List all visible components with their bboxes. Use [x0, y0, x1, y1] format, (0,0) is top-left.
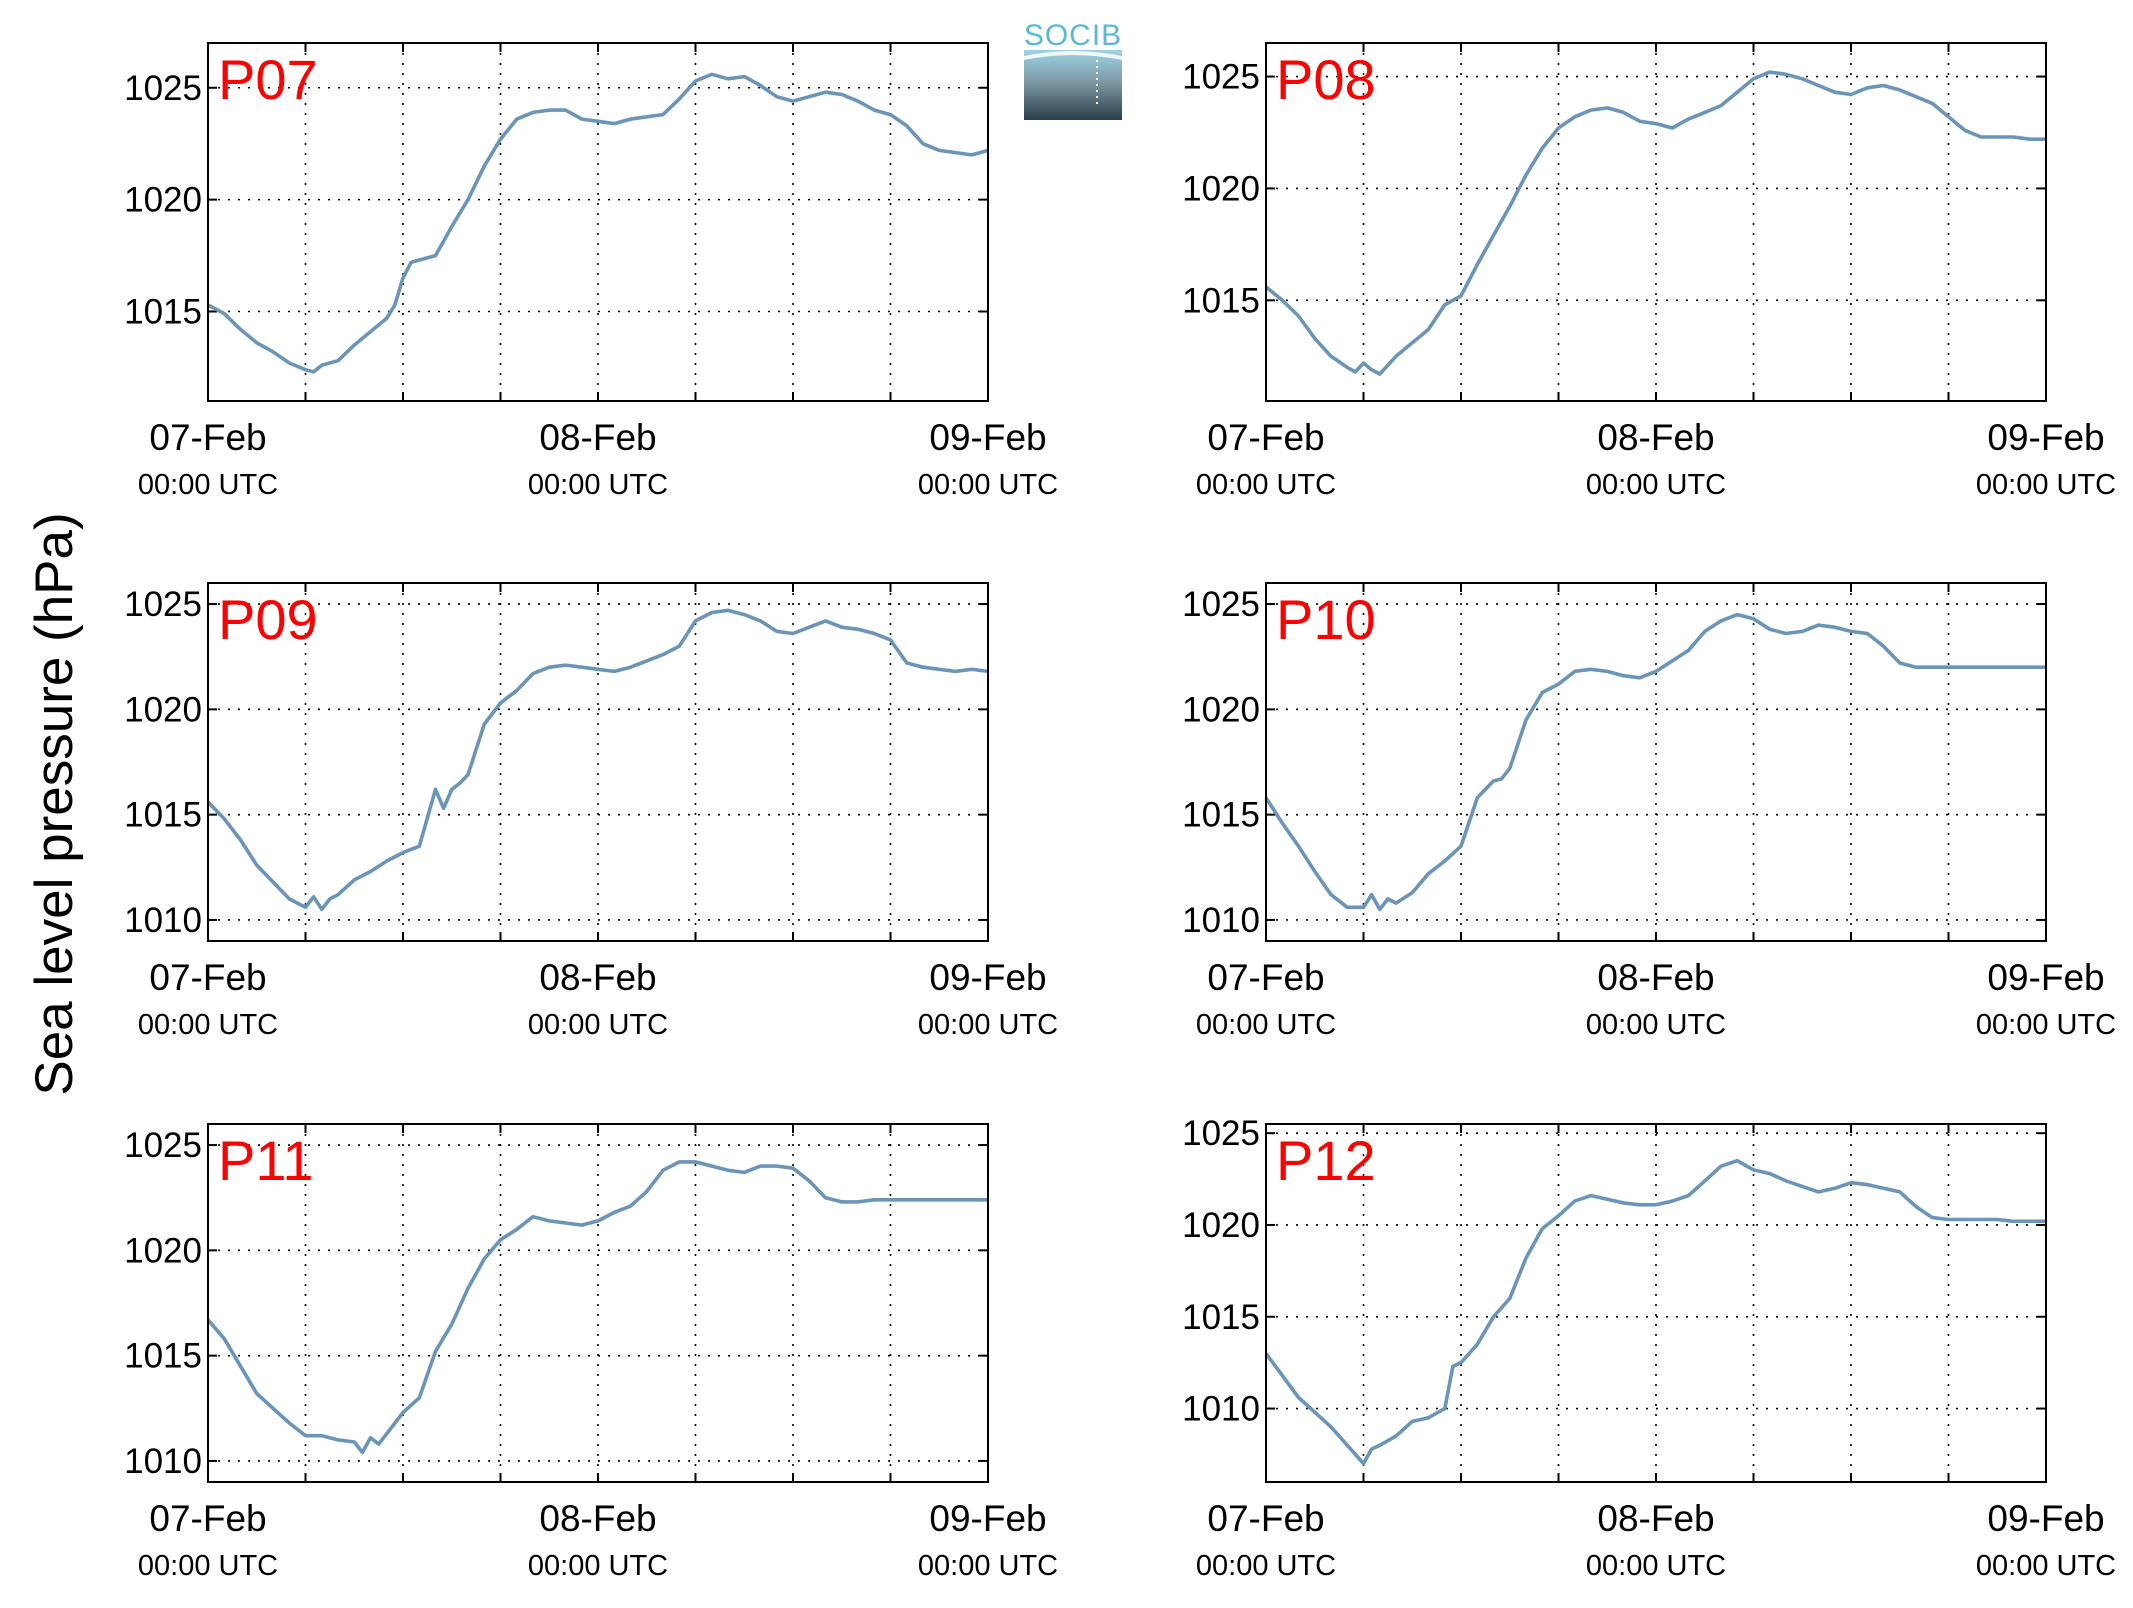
- x-tick-label-date: 07-Feb: [149, 417, 266, 458]
- x-tick-label-date: 08-Feb: [1597, 417, 1714, 458]
- axes-frame: [1265, 582, 2047, 942]
- x-tick-label-time: 00:00 UTC: [138, 1550, 278, 1582]
- x-tick-label-date: 09-Feb: [929, 957, 1046, 998]
- panel-p08: 1015 1020 1025 P08 07-Feb 00:00 UTC 08-Feb 00:0…: [1182, 42, 2116, 501]
- x-tick-label-time: 00:00 UTC: [138, 469, 278, 501]
- x-tick-label-time: 00:00 UTC: [1196, 1550, 1336, 1582]
- x-tick-label-time: 00:00 UTC: [528, 1009, 668, 1041]
- panel-label: P10: [1276, 588, 1376, 651]
- y-tick-label: 1010: [1182, 901, 1260, 940]
- x-tick-label-date: 07-Feb: [149, 957, 266, 998]
- x-tick-label-time: 00:00 UTC: [528, 469, 668, 501]
- y-tick-label: 1015: [124, 1337, 202, 1376]
- axes-frame: [1265, 42, 2047, 402]
- y-tick-label: 1010: [1182, 1390, 1260, 1429]
- logo-block: [1024, 50, 1122, 120]
- y-tick-label: 1020: [124, 181, 202, 220]
- pressure-line: [1264, 612, 2046, 912]
- axes-frame: [1265, 1123, 2047, 1483]
- x-tick-label-date: 09-Feb: [1987, 1498, 2104, 1539]
- y-tick-label: 1025: [124, 1126, 202, 1165]
- x-tick-label-time: 00:00 UTC: [918, 469, 1058, 501]
- x-tick-label-date: 07-Feb: [149, 1498, 266, 1539]
- x-tick-label-date: 08-Feb: [1597, 1498, 1714, 1539]
- x-tick-label-time: 00:00 UTC: [1196, 1009, 1336, 1041]
- x-tick-label-date: 07-Feb: [1207, 957, 1324, 998]
- axes-frame: [207, 42, 989, 402]
- y-tick-label: 1015: [124, 796, 202, 835]
- y-tick-label: 1020: [1182, 690, 1260, 729]
- pressure-line: [1264, 70, 2046, 376]
- y-tick-label: 1010: [124, 1442, 202, 1481]
- y-tick-label: 1025: [1182, 1114, 1260, 1153]
- x-tick-label-time: 00:00 UTC: [528, 1550, 668, 1582]
- panel-p12: 1010 1015 1020 1025 P12 07-Feb 00:00 UTC 08-Feb…: [1182, 1114, 2116, 1582]
- x-tick-label-time: 00:00 UTC: [1976, 469, 2116, 501]
- socib-logo: SOCIB: [1024, 19, 1122, 120]
- y-tick-label: 1020: [1182, 1206, 1260, 1245]
- panel-label: P09: [218, 588, 318, 651]
- x-tick-label-time: 00:00 UTC: [1586, 1550, 1726, 1582]
- x-tick-label-date: 08-Feb: [539, 957, 656, 998]
- y-tick-label: 1025: [1182, 58, 1260, 97]
- logo-wave: [1024, 51, 1122, 60]
- panel-label: P08: [1276, 48, 1376, 111]
- panels: 1015 1020 1025 P07 07-Feb 00:00 UTC 08-Feb 00:0…: [124, 42, 2116, 1582]
- panel-p10: 1010 1015 1020 1025 P10 07-Feb 00:00 UTC 08-Feb…: [1182, 582, 2116, 1041]
- x-tick-label-date: 08-Feb: [539, 417, 656, 458]
- x-tick-label-date: 09-Feb: [1987, 417, 2104, 458]
- x-tick-label-date: 09-Feb: [1987, 957, 2104, 998]
- axes-frame: [207, 582, 989, 942]
- panel-p09: 1010 1015 1020 1025 P09 07-Feb 00:00 UTC 08-Feb…: [124, 582, 1058, 1041]
- y-tick-label: 1020: [124, 1231, 202, 1270]
- y-tick-label: 1020: [1182, 169, 1260, 208]
- x-tick-label-time: 00:00 UTC: [1976, 1009, 2116, 1041]
- x-tick-label-date: 08-Feb: [1597, 957, 1714, 998]
- y-tick-label: 1020: [124, 690, 202, 729]
- y-tick-label: 1015: [1182, 796, 1260, 835]
- pressure-line: [1264, 1158, 2046, 1466]
- panel-label: P12: [1276, 1129, 1376, 1192]
- pressure-line: [206, 1160, 988, 1455]
- y-tick-label: 1015: [124, 293, 202, 332]
- x-tick-label-time: 00:00 UTC: [1586, 1009, 1726, 1041]
- x-tick-label-date: 09-Feb: [929, 1498, 1046, 1539]
- x-tick-label-date: 07-Feb: [1207, 417, 1324, 458]
- pressure-line: [206, 608, 989, 912]
- x-tick-label-time: 00:00 UTC: [1196, 469, 1336, 501]
- x-tick-label-date: 07-Feb: [1207, 1498, 1324, 1539]
- logo-text: SOCIB: [1024, 19, 1122, 52]
- y-tick-label: 1010: [124, 901, 202, 940]
- panel-p07: 1015 1020 1025 P07 07-Feb 00:00 UTC 08-Feb 00:0…: [124, 42, 1058, 501]
- y-tick-label: 1015: [1182, 1298, 1260, 1337]
- x-tick-label-time: 00:00 UTC: [918, 1009, 1058, 1041]
- x-tick-label-date: 08-Feb: [539, 1498, 656, 1539]
- x-tick-label-time: 00:00 UTC: [918, 1550, 1058, 1582]
- y-tick-label: 1025: [124, 69, 202, 108]
- panel-p11: 1010 1015 1020 1025 P11 07-Feb 00:00 UTC 08-Feb…: [124, 1123, 1058, 1582]
- y-tick-label: 1025: [124, 585, 202, 624]
- y-tick-label: 1015: [1182, 281, 1260, 320]
- x-tick-label-time: 00:00 UTC: [138, 1009, 278, 1041]
- panel-label: P11: [218, 1129, 313, 1192]
- x-tick-label-date: 09-Feb: [929, 417, 1046, 458]
- x-tick-label-time: 00:00 UTC: [1586, 469, 1726, 501]
- y-axis-label: Sea level pressure (hPa): [25, 512, 84, 1095]
- panel-label: P07: [218, 48, 318, 111]
- pressure-line: [207, 72, 989, 374]
- y-tick-label: 1025: [1182, 585, 1260, 624]
- axes-frame: [207, 1123, 989, 1483]
- x-tick-label-time: 00:00 UTC: [1976, 1550, 2116, 1582]
